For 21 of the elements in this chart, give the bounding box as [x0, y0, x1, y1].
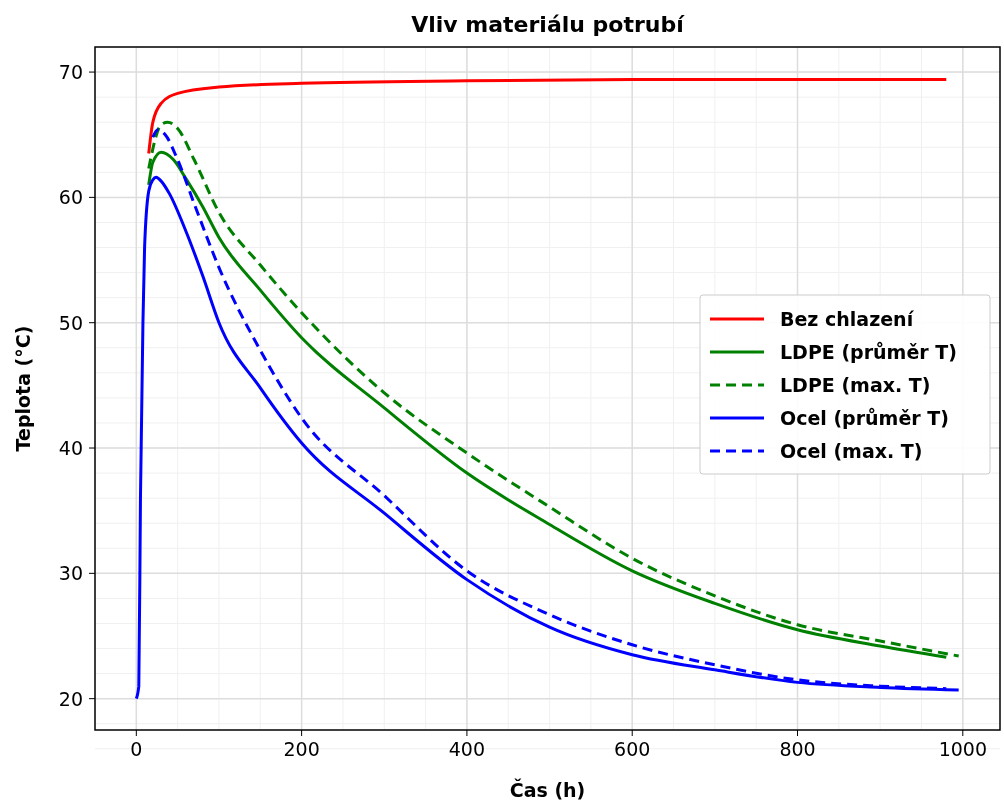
y-tick-label: 60 — [58, 186, 83, 209]
y-tick-label: 40 — [58, 437, 83, 460]
legend-label: Bez chlazení — [780, 308, 915, 330]
x-tick-label: 1000 — [938, 738, 987, 760]
y-axis-title: Teplota (°C) — [12, 325, 34, 452]
line-series — [147, 78, 948, 156]
x-tick-label: 800 — [779, 738, 816, 760]
y-tick-label: 30 — [58, 562, 83, 585]
x-tick-label: 400 — [448, 738, 486, 760]
y-tick-label: 70 — [58, 61, 83, 84]
legend-label: Ocel (průměr T) — [780, 407, 949, 429]
chart-title: Vliv materiálu potrubí — [411, 12, 686, 37]
x-tick-label: 0 — [130, 738, 143, 760]
x-tick-label: 200 — [283, 738, 320, 760]
y-tick-label: 20 — [58, 687, 83, 710]
legend-label: LDPE (průměr T) — [780, 341, 957, 363]
x-axis-title: Čas (h) — [509, 778, 586, 801]
y-tick-label: 50 — [58, 311, 83, 334]
x-tick-label: 600 — [614, 738, 651, 760]
legend-label: LDPE (max. T) — [780, 374, 931, 396]
legend-label: Ocel (max. T) — [780, 440, 923, 462]
